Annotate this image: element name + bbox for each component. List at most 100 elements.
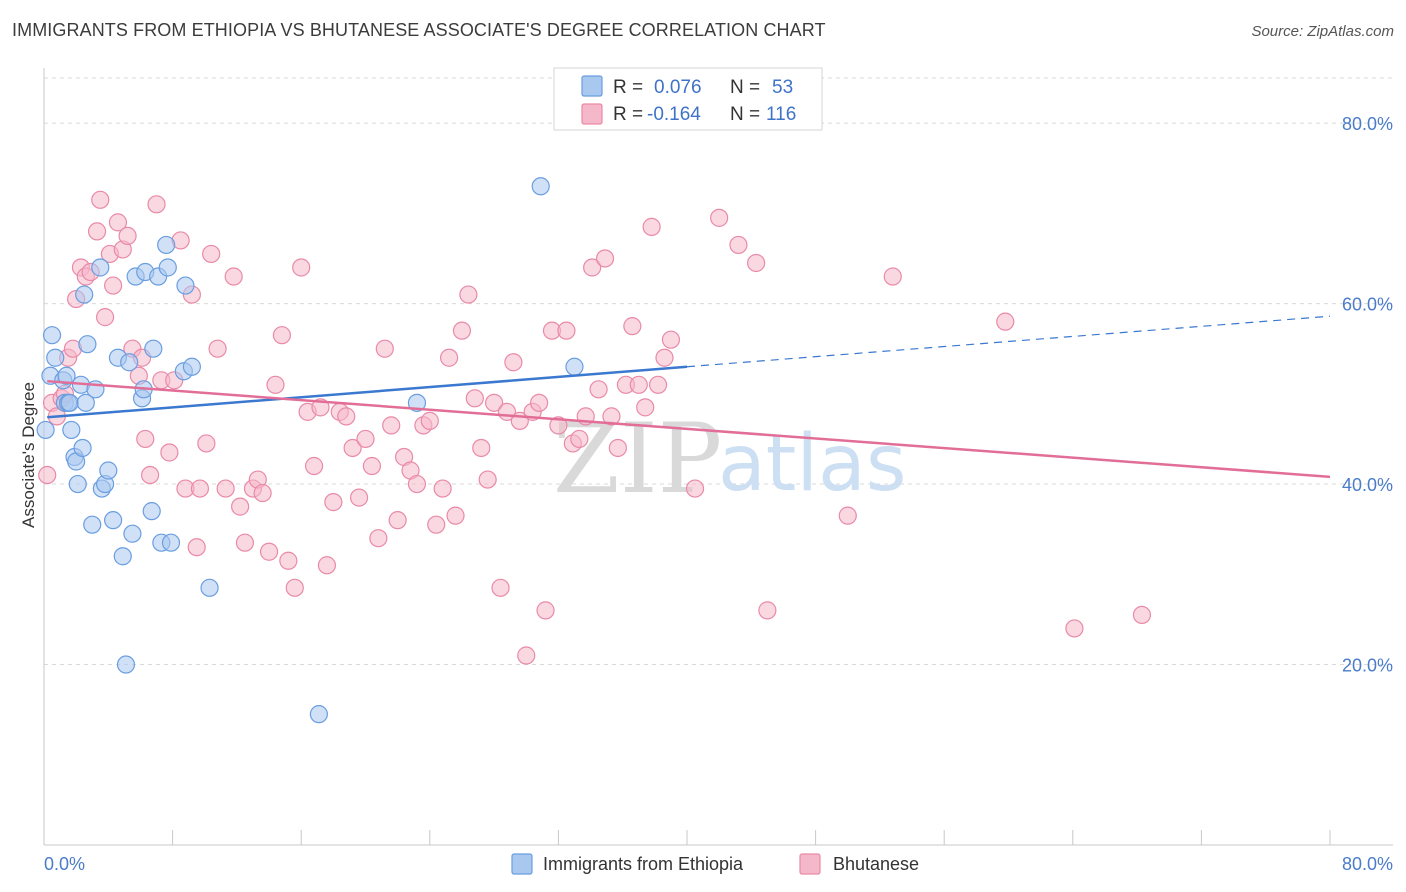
ethiopia-trendline-extension bbox=[686, 315, 1331, 368]
ethiopia-point bbox=[75, 285, 94, 304]
bhutanese-point bbox=[485, 393, 504, 412]
chart-title: IMMIGRANTS FROM ETHIOPIA VS BHUTANESE AS… bbox=[12, 20, 826, 40]
ethiopia-point bbox=[36, 420, 55, 440]
bhutanese-point bbox=[118, 226, 137, 246]
axes bbox=[43, 68, 1393, 846]
bhutanese-point bbox=[104, 276, 123, 295]
ethiopia-point bbox=[46, 348, 65, 367]
bhutanese-point bbox=[253, 483, 272, 503]
bhutanese-point bbox=[536, 601, 555, 620]
stats-r-value-pink: -0.164 bbox=[647, 104, 701, 125]
ethiopia-point bbox=[104, 511, 123, 530]
bhutanese-point bbox=[279, 551, 298, 570]
ethiopia-point bbox=[60, 393, 79, 412]
bhutanese-point bbox=[272, 326, 292, 345]
bhutanese-point bbox=[91, 190, 110, 209]
bhutanese-trendline bbox=[47, 379, 1331, 479]
bhutanese-point bbox=[292, 258, 311, 277]
bhutanese-point bbox=[197, 434, 216, 453]
bhutanese-point bbox=[388, 511, 407, 530]
legend-label-bhutanese: Bhutanese bbox=[833, 854, 919, 874]
x-tick-label-max: 80.0% bbox=[1342, 854, 1393, 874]
bhutanese-point bbox=[147, 195, 166, 214]
bhutanese-point bbox=[324, 493, 343, 512]
ethiopia-point bbox=[68, 474, 87, 494]
bhutanese-point bbox=[452, 321, 472, 340]
ethiopia-point bbox=[113, 547, 132, 566]
ethiopia-point bbox=[99, 461, 118, 480]
bhutanese-point bbox=[140, 465, 160, 485]
bhutanese-point bbox=[747, 253, 766, 273]
bhutanese-point bbox=[530, 393, 549, 412]
bhutanese-point bbox=[608, 438, 627, 458]
bhutanese-point bbox=[266, 375, 285, 394]
bhutanese-point bbox=[883, 267, 902, 286]
stats-swatch-pink bbox=[581, 103, 603, 125]
bhutanese-point bbox=[629, 375, 648, 394]
bhutanese-point bbox=[648, 375, 668, 394]
ethiopia-point bbox=[123, 524, 142, 543]
x-tick-labels: 0.0% 80.0% bbox=[44, 854, 1393, 874]
bhutanese-point bbox=[557, 321, 576, 340]
ethiopia-point bbox=[407, 393, 427, 412]
y-tick-label: 80.0% bbox=[1342, 114, 1393, 134]
bhutanese-point bbox=[838, 506, 857, 525]
bhutanese-point bbox=[1132, 605, 1152, 625]
bhutanese-point bbox=[642, 217, 661, 236]
legend-swatch-bhutanese bbox=[799, 853, 821, 875]
bhutanese-point bbox=[655, 348, 674, 367]
bhutanese-point bbox=[504, 353, 523, 372]
bhutanese-point bbox=[465, 389, 484, 408]
bhutanese-point bbox=[549, 416, 568, 435]
bhutanese-point bbox=[446, 506, 465, 525]
bhutanese-point bbox=[87, 222, 107, 241]
bhutanese-point bbox=[420, 411, 439, 430]
bhutanese-point bbox=[427, 515, 446, 534]
bhutanese-point bbox=[108, 213, 128, 232]
bhutanese-point bbox=[349, 488, 369, 507]
stats-n-value-blue: 53 bbox=[772, 77, 793, 98]
bhutanese-point bbox=[136, 429, 155, 449]
ethiopia-point bbox=[157, 235, 176, 255]
legend-swatch-ethiopia bbox=[511, 853, 533, 875]
chart-source: Source: ZipAtlas.com bbox=[1251, 23, 1394, 40]
y-tick-labels: 20.0% 40.0% 60.0% 80.0% bbox=[1342, 114, 1393, 675]
bhutanese-point bbox=[187, 538, 206, 557]
bhutanese-point bbox=[685, 479, 705, 498]
ethiopia-points bbox=[36, 177, 584, 724]
legend-label-ethiopia: Immigrants from Ethiopia bbox=[543, 854, 744, 874]
stats-r-label-blue: R = bbox=[613, 77, 643, 98]
gridlines bbox=[44, 77, 1393, 666]
ethiopia-point bbox=[62, 420, 81, 440]
bhutanese-point bbox=[661, 330, 681, 349]
ethiopia-point bbox=[161, 533, 181, 552]
bhutanese-point bbox=[729, 235, 748, 255]
bhutanese-point bbox=[478, 470, 497, 489]
trendlines bbox=[47, 315, 1331, 479]
bhutanese-point bbox=[369, 529, 388, 548]
bhutanese-point bbox=[589, 380, 608, 399]
ethiopia-point bbox=[142, 502, 161, 521]
bhutanese-point bbox=[758, 601, 777, 620]
ethiopia-point bbox=[42, 326, 62, 345]
ethiopia-point bbox=[91, 258, 110, 277]
bhutanese-points bbox=[38, 190, 1152, 665]
ethiopia-point bbox=[531, 177, 550, 196]
x-tick-label-min: 0.0% bbox=[44, 854, 85, 874]
bhutanese-point bbox=[491, 578, 510, 597]
y-tick-label: 60.0% bbox=[1342, 295, 1393, 315]
bhutanese-point bbox=[382, 416, 401, 435]
stats-n-label-blue: N = bbox=[730, 77, 760, 98]
stats-r-value-blue: 0.076 bbox=[654, 77, 702, 98]
ethiopia-point bbox=[309, 705, 328, 724]
y-axis-label: Associate's Degree bbox=[19, 382, 38, 528]
bhutanese-point bbox=[190, 479, 210, 498]
bhutanese-point bbox=[602, 407, 621, 426]
stats-r-label-pink: R = bbox=[613, 104, 643, 125]
bhutanese-point bbox=[623, 317, 642, 336]
bhutanese-point bbox=[304, 456, 324, 476]
bhutanese-point bbox=[337, 407, 356, 426]
ethiopia-point bbox=[144, 339, 163, 358]
y-tick-label: 20.0% bbox=[1342, 656, 1393, 676]
